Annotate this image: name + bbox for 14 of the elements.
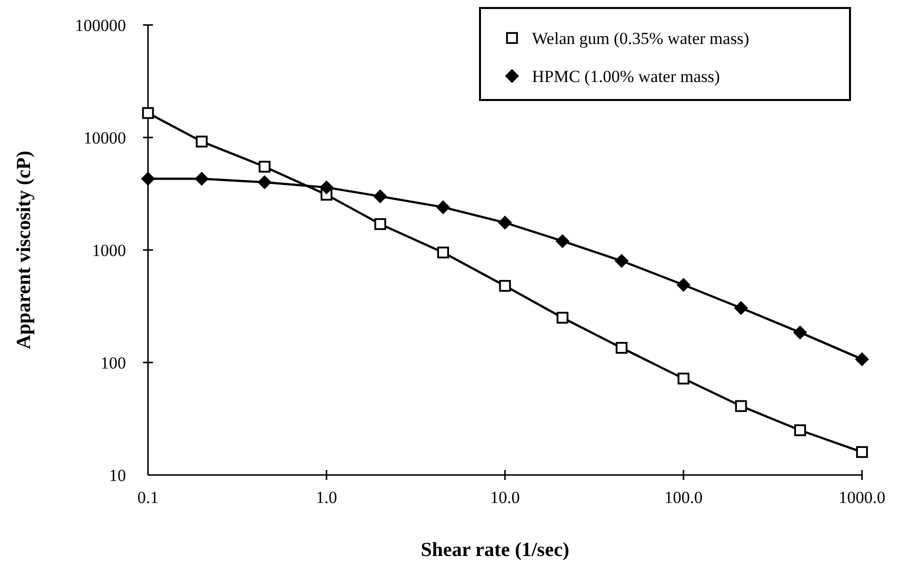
legend-label: HPMC (1.00% water mass) — [532, 66, 720, 86]
legend-label: Welan gum (0.35% water mass) — [532, 28, 750, 48]
x-tick-label: 1000.0 — [838, 488, 886, 507]
x-tick-label: 1.0 — [316, 488, 338, 507]
y-axis-title: Apparent viscosity (cP) — [13, 150, 35, 350]
y-tick-label: 10000 — [84, 128, 126, 148]
x-tick-label: 100.0 — [664, 488, 703, 507]
y-tick-label: 1000 — [92, 240, 126, 260]
x-tick-label: 10.0 — [490, 488, 520, 507]
y-tick-label: 100000 — [75, 16, 126, 35]
y-tick-label: 100 — [100, 353, 126, 372]
x-axis-title: Shear rate (1/sec) — [420, 539, 570, 561]
x-tick-label: 0.1 — [137, 488, 159, 507]
y-tick-label: 10 — [109, 466, 126, 485]
